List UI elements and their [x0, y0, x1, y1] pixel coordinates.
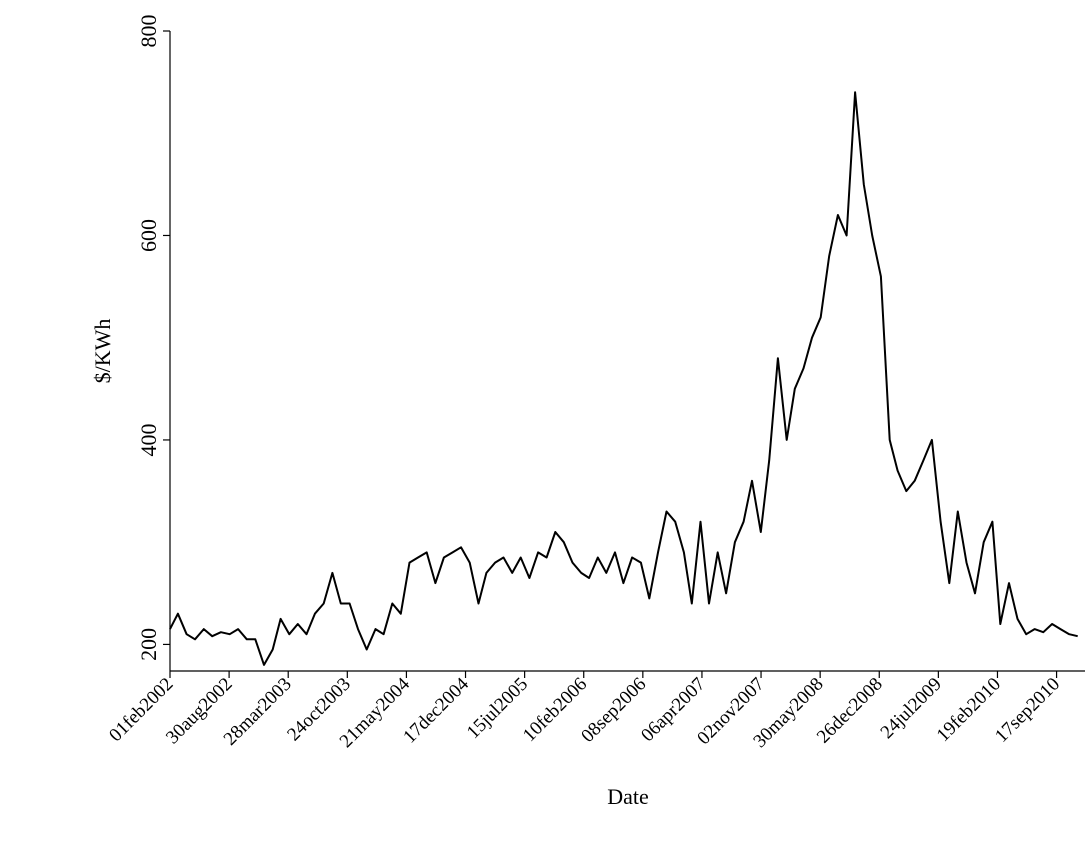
- price-line: [169, 91, 1078, 666]
- y-tick-label: 400: [136, 423, 161, 456]
- y-tick-label: 600: [136, 219, 161, 252]
- y-tick-label: 800: [136, 15, 161, 48]
- y-tick-label: 200: [136, 628, 161, 661]
- x-axis-label: Date: [607, 784, 649, 809]
- y-axis-label: $/KWh: [90, 319, 115, 384]
